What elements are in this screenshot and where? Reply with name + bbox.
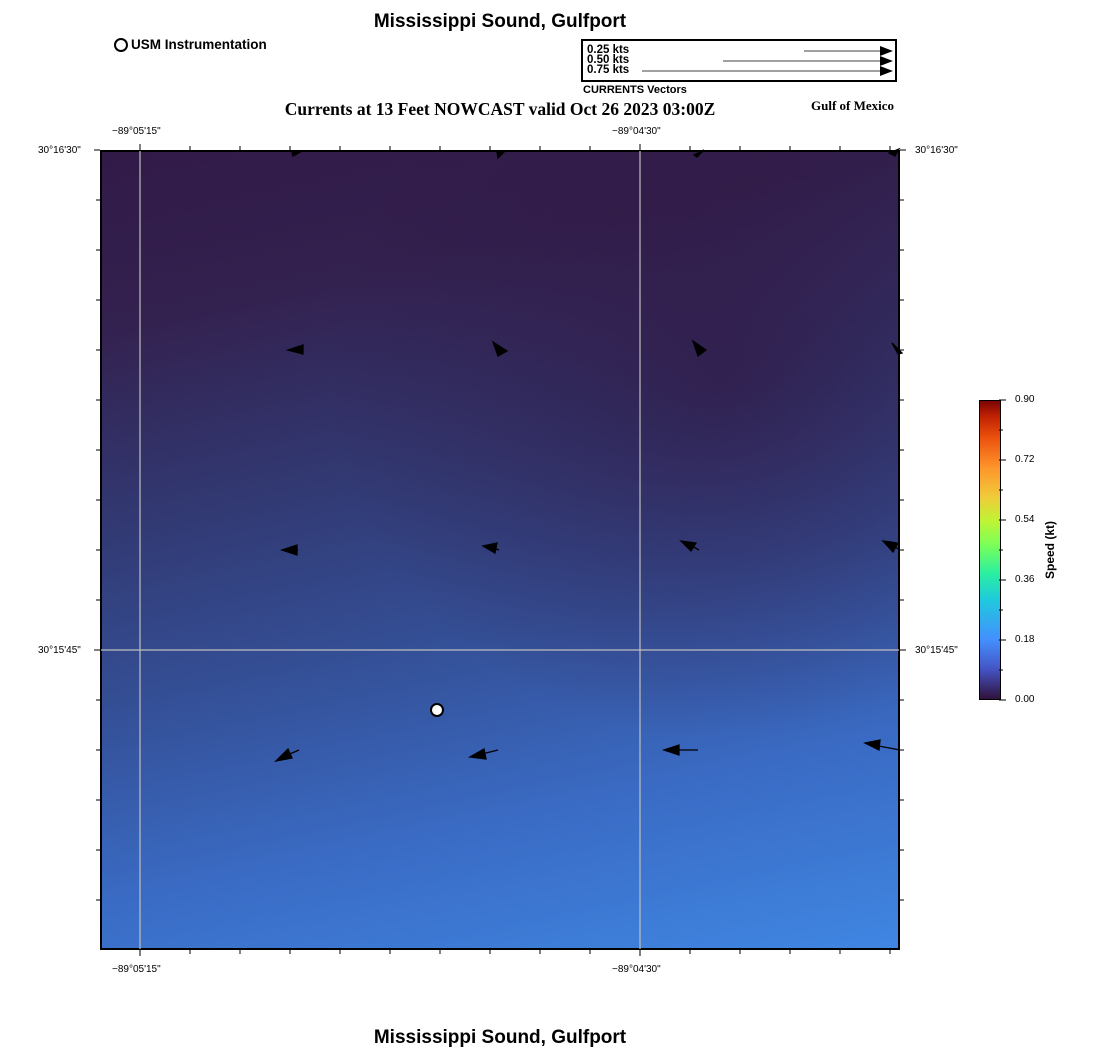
lat-left-label-1: 30°16'30": [38, 145, 81, 156]
current-vector-icon: [881, 540, 901, 554]
current-vector-icon: [491, 340, 509, 357]
current-vector-icon: [467, 747, 499, 760]
map-footer-title: Mississippi Sound, Gulfport: [373, 1027, 627, 1048]
vector-scale-arrow-3-icon: [642, 66, 893, 76]
graticule: [101, 151, 899, 949]
station-legend: USM Instrumentation: [114, 37, 267, 52]
colorbar-tick-label: 0.72: [1015, 454, 1035, 465]
current-vector-icon: [481, 542, 500, 555]
vector-scale-label-1: 0.25 kts: [587, 44, 630, 56]
lat-right-label-2: 30°15'45": [915, 645, 958, 656]
colorbar-tick-label: 0.54: [1015, 514, 1035, 525]
vector-scale-arrows: [642, 46, 893, 76]
lon-top-label-1: −89°05'15": [112, 126, 161, 137]
map-subtitle: Currents at 13 Feet NOWCAST valid Oct 26…: [284, 99, 716, 119]
current-vector-icon: [279, 544, 298, 556]
vector-scale-caption: CURRENTS Vectors: [583, 84, 687, 96]
lat-right-label-1: 30°16'30": [915, 145, 958, 156]
current-vector-icon: [661, 744, 698, 756]
current-vector-icon: [691, 339, 708, 358]
lon-top-label-2: −89°04'30": [612, 126, 661, 137]
vector-scale-label-2: 0.50 kts: [587, 54, 630, 66]
map-title: Mississippi Sound, Gulfport: [373, 11, 627, 32]
vector-scale-label-3: 0.75 kts: [587, 64, 630, 76]
usm-station-marker-icon: [430, 703, 444, 717]
colorbar-tick-label: 0.00: [1015, 694, 1035, 705]
colorbar-title: Speed (kt): [1043, 520, 1057, 580]
vector-scale-box: 0.25 kts 0.50 kts 0.75 kts: [581, 39, 897, 82]
station-legend-label: USM Instrumentation: [131, 37, 267, 52]
lon-bottom-label-2: −89°04'30": [612, 964, 661, 975]
lon-bottom-label-1: −89°05'15": [112, 964, 161, 975]
current-vector-icon: [692, 149, 705, 158]
frame-ticks: [94, 144, 906, 956]
vector-scale-arrow-1-icon: [804, 46, 893, 56]
current-vector-icon: [891, 342, 904, 355]
colorbar-ticks: [999, 399, 1006, 701]
current-vector-icon: [291, 150, 303, 157]
lat-left-label-2: 30°15'45": [38, 645, 81, 656]
station-circle-icon: [114, 37, 128, 52]
current-vector-icon: [274, 747, 300, 763]
current-vectors: [274, 147, 904, 763]
colorbar-tick-label: 0.90: [1015, 394, 1035, 405]
current-vector-icon: [679, 540, 700, 553]
speed-colorbar: [979, 400, 1001, 700]
current-vector-icon: [285, 344, 304, 355]
current-vector-icon: [496, 151, 506, 160]
colorbar-tick-label: 0.18: [1015, 634, 1035, 645]
region-label: Gulf of Mexico: [811, 98, 895, 113]
current-vector-icon: [863, 739, 901, 752]
current-vector-icon: [887, 147, 901, 157]
vector-scale-arrow-2-icon: [723, 56, 893, 66]
colorbar-tick-label: 0.36: [1015, 574, 1035, 585]
